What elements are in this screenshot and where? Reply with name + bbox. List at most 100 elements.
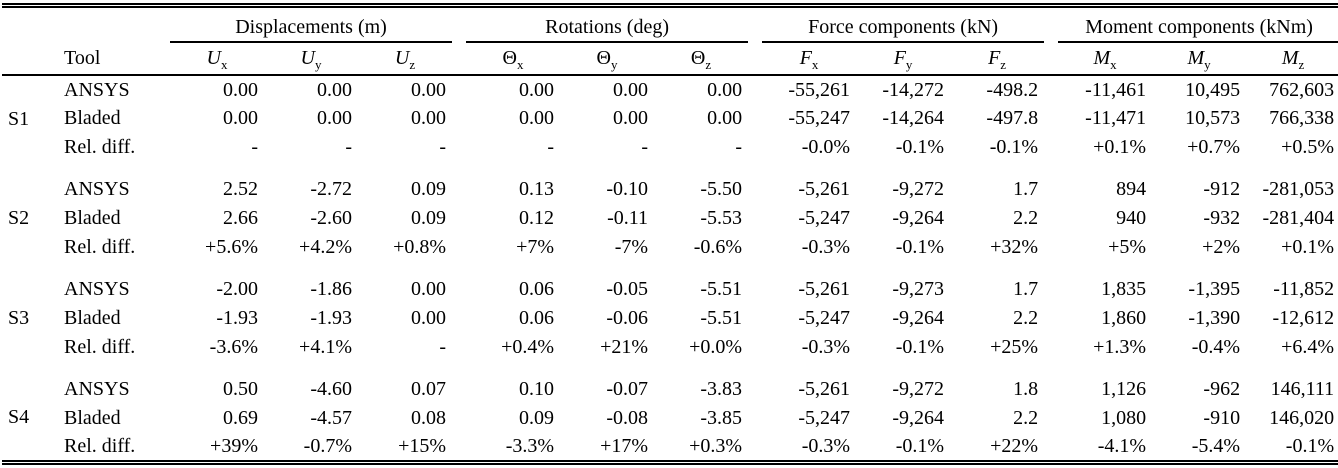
tool-cell: ANSYS [64,378,130,400]
group-header: Moment components (kNm) [1058,5,1338,43]
value-cell: +0.7% [1187,136,1241,158]
value-cell: 0.00 [223,78,258,101]
value-cell: 2.2 [1013,307,1039,329]
section-gap-cell [2,262,1338,275]
value-cell: -5.4% [1191,434,1241,457]
value-cell: +4.2% [299,236,352,258]
value-cell: -0.1% [989,136,1039,158]
value-cell: -910 [1203,407,1241,429]
value-cell: +5% [1108,236,1147,258]
value-cell: 2.2 [1013,407,1039,429]
value-cell: 0.06 [519,307,555,329]
table-row: Rel. diff. +39% -0.7% +15% -3.3% +17% +0.3% -0.… [2,433,1338,462]
value-cell: 10,573 [1185,107,1241,129]
symbol: Θ [596,47,611,69]
value-cell: 0.09 [411,178,447,200]
column-spacer [1044,404,1058,433]
column-spacer [156,333,170,362]
symbol-subscript: y [905,57,913,72]
value-cell: 0.09 [411,207,447,229]
group-header: Force components (kN) [762,5,1045,43]
value-cell: -0.6% [693,236,743,258]
sub-column-header: Ux [170,42,264,76]
value-cell: 0.07 [411,378,447,400]
section-gap-row [2,362,1338,375]
symbol-subscript: z [1298,57,1305,72]
value-cell: - [439,336,447,358]
symbol-subscript: y [314,57,322,72]
value-cell: -0.4% [1191,336,1241,358]
value-cell: 0.00 [707,78,743,101]
value-cell: -5,247 [798,207,851,229]
sub-column-header: Θz [654,42,749,76]
column-spacer [452,275,466,304]
value-cell: -55,261 [788,78,851,101]
value-cell: 0.00 [411,278,447,300]
symbol: M [1093,47,1111,69]
value-cell: -0.0% [801,136,851,158]
value-cell: 1,080 [1101,407,1147,429]
value-cell: +21% [600,336,649,358]
value-cell: +0.0% [689,336,743,358]
value-cell: -0.07 [606,378,649,400]
value-cell: 0.00 [411,107,447,129]
value-cell: 0.09 [519,407,555,429]
symbol: Θ [690,47,706,69]
value-cell: +39% [210,434,258,457]
table-row: S4 ANSYS 0.50 -4.60 0.07 0.10 -0.07 -3.83 -5,261… [2,375,1338,428]
value-cell: - [439,136,447,158]
table-row: Rel. diff. +5.6% +4.2% +0.8% +7% -7% -0.6% -0.3… [2,233,1338,262]
value-cell: -5,261 [798,278,851,300]
symbol-subscript: z [705,57,712,72]
value-cell: 0.13 [519,178,555,200]
value-cell: -1.93 [310,307,352,329]
tool-cell: ANSYS [64,78,130,101]
value-cell: 0.00 [317,78,352,101]
value-cell: -4.1% [1097,434,1147,457]
value-cell: +6.4% [1281,336,1335,358]
table-body: S1 ANSYS 0.00 0.00 0.00 0.00 0.00 0.00 -55,261 -1… [2,75,1338,462]
value-cell: - [735,136,743,158]
column-spacer [452,304,466,333]
value-cell: +32% [990,236,1039,258]
column-spacer [748,275,762,304]
sub-column-header: Uy [264,42,358,76]
symbol: F [893,47,906,69]
value-cell: -5.51 [700,307,743,329]
value-cell: 1,835 [1101,278,1147,300]
value-cell: -0.08 [606,407,649,429]
sub-column-header: Uz [358,42,453,76]
value-cell: 1.8 [1013,378,1039,400]
symbol-subscript: x [1110,57,1117,72]
tool-cell: ANSYS [64,178,130,200]
column-spacer [452,104,466,133]
value-cell: +0.8% [393,236,447,258]
column-spacer [452,333,466,362]
value-cell: -55,247 [788,107,851,129]
value-cell: 0.06 [519,278,555,300]
value-cell: -11,852 [1273,278,1335,300]
value-cell: +0.4% [501,336,555,358]
value-cell: 0.00 [707,107,743,129]
column-spacer [748,333,762,362]
column-spacer [156,275,170,304]
sub-column-header: Fx [762,42,857,76]
value-cell: -3.83 [700,378,743,400]
column-spacer [1044,375,1058,404]
value-cell: 146,020 [1269,407,1335,429]
column-spacer [452,133,466,162]
value-cell: 0.50 [223,378,258,400]
symbol-subscript: x [220,57,228,72]
value-cell: -932 [1203,207,1241,229]
column-spacer [452,433,466,462]
column-spacer [452,6,466,43]
value-cell: 1.7 [1013,178,1039,200]
column-spacer [452,75,466,104]
sub-column-header: Θy [560,42,655,76]
tool-cell: Bladed [64,307,121,329]
value-cell: -5.50 [700,178,743,200]
column-spacer [452,175,466,204]
value-cell: 0.00 [519,107,555,129]
value-cell: 0.00 [223,107,258,129]
column-spacer [452,204,466,233]
